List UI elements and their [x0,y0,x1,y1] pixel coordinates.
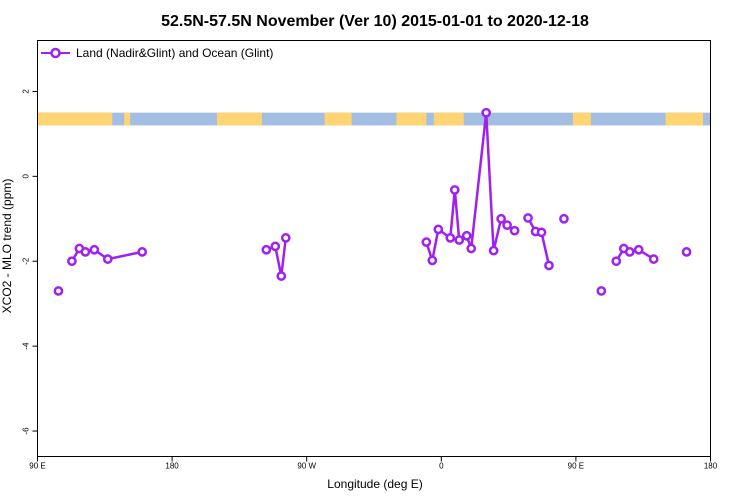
data-point [509,225,520,236]
plot-area-frame [37,40,711,457]
x-tick-label: 180 [165,462,179,471]
data-point [421,237,432,247]
x-tick-label: 0 [439,462,444,471]
legend-marker [50,47,61,59]
chart-title: 52.5N-57.5N November (Ver 10) 2015-01-01… [161,13,589,30]
data-point [53,286,64,296]
land-band-segment [324,112,352,126]
y-tick-label: -2 [22,257,31,265]
data-point [276,271,287,281]
data-point [270,241,281,252]
x-tick-label: 90 E [29,462,45,471]
y-tick-label: 0 [22,174,31,179]
data-point [681,247,692,257]
legend: Land (Nadir&Glint) and Ocean (Glint) [41,46,273,60]
x-axis: 90 E 180 90 W 0 90 E 180 [29,456,718,471]
land-band-segment [572,112,591,126]
data-point [449,185,460,195]
y-tick-label: -4 [22,342,31,350]
x-tick-label: 180 [704,462,718,471]
data-point [427,255,438,266]
y-axis: 2 0 -2 -4 -6 [22,89,38,435]
legend-label: Land (Nadir&Glint) and Ocean (Glint) [76,46,273,60]
data-point [502,220,512,231]
data-point [624,247,635,257]
data-point [496,213,506,224]
land-band-segment [124,112,131,126]
y-tick-label: -6 [22,427,31,435]
data-point [633,244,644,255]
y-tick-label: 2 [22,89,31,94]
data-point [648,254,659,264]
ocean-band [37,112,711,126]
data-point [596,286,607,296]
data-point [261,244,272,255]
data-point [137,247,148,257]
x-axis-label: Longitude (deg E) [327,477,422,491]
data-point [445,233,456,243]
data-point [280,233,291,243]
data-point [80,247,91,257]
land-band-segment [665,112,704,126]
data-point [454,235,465,245]
x-tick-label: 90 W [297,462,316,471]
land-band-segment [433,112,464,126]
x-tick-label: 90 E [568,462,584,471]
land-ocean-band [37,112,711,126]
data-point [488,245,499,256]
data-point [611,256,622,267]
data-point [89,244,100,255]
data-point [461,230,472,241]
land-band-segment [216,112,262,126]
land-band-segment [396,112,427,126]
data-point [559,213,569,224]
data-point [481,107,492,118]
data-point [523,213,533,223]
data-point [67,256,77,267]
data-point [102,254,113,264]
land-band-segment [37,112,113,126]
series-layer [53,107,692,296]
y-axis-label: XCO2 - MLO trend (ppm) [0,179,14,314]
data-point [544,260,554,271]
data-point [433,224,444,235]
data-point [466,243,477,254]
data-point [536,227,547,238]
